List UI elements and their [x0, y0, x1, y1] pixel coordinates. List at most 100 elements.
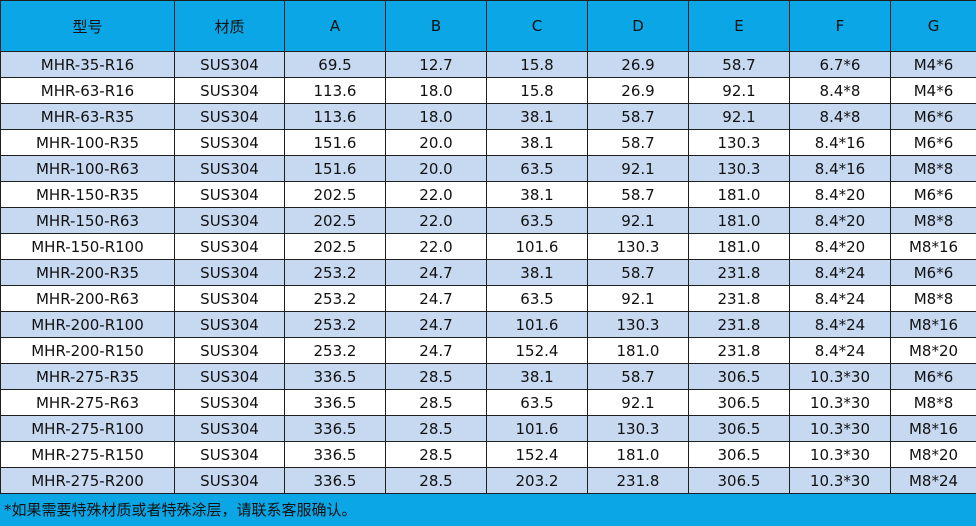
header-d: D — [587, 0, 689, 52]
cell-model: MHR-63-R16 — [0, 77, 175, 104]
cell-g: M8*8 — [890, 207, 976, 234]
cell-d: 231.8 — [587, 467, 689, 494]
cell-material: SUS304 — [174, 259, 285, 286]
cell-c: 152.4 — [486, 337, 588, 364]
cell-b: 22.0 — [385, 233, 487, 260]
cell-b: 24.7 — [385, 337, 487, 364]
footer-note: *如果需要特殊材质或者特殊涂层，请联系客服确认。 — [0, 494, 976, 526]
cell-e: 231.8 — [688, 337, 790, 364]
cell-c: 38.1 — [486, 259, 588, 286]
cell-d: 58.7 — [587, 181, 689, 208]
table-row: MHR-150-R35 SUS304 202.5 22.0 38.1 58.7 181.0 8… — [0, 181, 976, 208]
cell-d: 58.7 — [587, 259, 689, 286]
table-row: MHR-275-R35 SUS304 336.5 28.5 38.1 58.7 306.5 1… — [0, 363, 976, 390]
cell-g: M8*16 — [890, 311, 976, 338]
cell-material: SUS304 — [174, 389, 285, 416]
cell-model: MHR-150-R35 — [0, 181, 175, 208]
cell-f: 8.4*16 — [789, 129, 891, 156]
cell-f: 10.3*30 — [789, 389, 891, 416]
cell-b: 28.5 — [385, 441, 487, 468]
cell-f: 8.4*8 — [789, 103, 891, 130]
cell-d: 58.7 — [587, 363, 689, 390]
spec-table: 型号 材质 A B C D E F G MHR-35-R16 SUS304 69.5 12.7 15.8… — [0, 0, 976, 494]
table-row: MHR-200-R35 SUS304 253.2 24.7 38.1 58.7 231.8 8… — [0, 259, 976, 286]
cell-model: MHR-200-R35 — [0, 259, 175, 286]
cell-b: 28.5 — [385, 363, 487, 390]
table-header: 型号 材质 A B C D E F G — [0, 0, 976, 52]
cell-f: 10.3*30 — [789, 415, 891, 442]
table-row: MHR-200-R150 SUS304 253.2 24.7 152.4 181.0 231… — [0, 337, 976, 364]
cell-g: M4*6 — [890, 51, 976, 78]
cell-g: M6*6 — [890, 259, 976, 286]
cell-f: 8.4*8 — [789, 77, 891, 104]
header-material: 材质 — [174, 0, 285, 52]
cell-b: 24.7 — [385, 259, 487, 286]
cell-e: 181.0 — [688, 181, 790, 208]
cell-b: 24.7 — [385, 311, 487, 338]
table-row: MHR-200-R63 SUS304 253.2 24.7 63.5 92.1 231.8 8… — [0, 285, 976, 312]
cell-f: 6.7*6 — [789, 51, 891, 78]
cell-material: SUS304 — [174, 233, 285, 260]
cell-a: 202.5 — [284, 181, 386, 208]
cell-b: 20.0 — [385, 155, 487, 182]
cell-model: MHR-35-R16 — [0, 51, 175, 78]
table-row: MHR-35-R16 SUS304 69.5 12.7 15.8 26.9 58.7 6.7*… — [0, 51, 976, 78]
cell-d: 181.0 — [587, 337, 689, 364]
cell-material: SUS304 — [174, 337, 285, 364]
cell-g: M8*20 — [890, 441, 976, 468]
cell-g: M6*6 — [890, 181, 976, 208]
cell-c: 38.1 — [486, 181, 588, 208]
header-a: A — [284, 0, 386, 52]
cell-b: 24.7 — [385, 285, 487, 312]
cell-d: 58.7 — [587, 103, 689, 130]
cell-f: 8.4*20 — [789, 233, 891, 260]
cell-e: 58.7 — [688, 51, 790, 78]
cell-b: 28.5 — [385, 389, 487, 416]
cell-a: 253.2 — [284, 337, 386, 364]
cell-model: MHR-275-R150 — [0, 441, 175, 468]
cell-model: MHR-150-R100 — [0, 233, 175, 260]
cell-material: SUS304 — [174, 77, 285, 104]
cell-d: 58.7 — [587, 129, 689, 156]
cell-e: 231.8 — [688, 311, 790, 338]
cell-material: SUS304 — [174, 285, 285, 312]
cell-model: MHR-200-R150 — [0, 337, 175, 364]
cell-d: 92.1 — [587, 207, 689, 234]
cell-d: 92.1 — [587, 389, 689, 416]
cell-c: 38.1 — [486, 103, 588, 130]
table-row: MHR-275-R150 SUS304 336.5 28.5 152.4 181.0 306… — [0, 441, 976, 468]
cell-e: 306.5 — [688, 467, 790, 494]
cell-c: 203.2 — [486, 467, 588, 494]
cell-g: M8*8 — [890, 389, 976, 416]
cell-f: 8.4*20 — [789, 181, 891, 208]
cell-g: M8*24 — [890, 467, 976, 494]
cell-model: MHR-275-R100 — [0, 415, 175, 442]
cell-d: 130.3 — [587, 311, 689, 338]
cell-g: M8*16 — [890, 415, 976, 442]
cell-material: SUS304 — [174, 363, 285, 390]
cell-a: 202.5 — [284, 207, 386, 234]
cell-g: M6*6 — [890, 103, 976, 130]
cell-material: SUS304 — [174, 311, 285, 338]
cell-b: 12.7 — [385, 51, 487, 78]
cell-a: 151.6 — [284, 129, 386, 156]
cell-model: MHR-100-R35 — [0, 129, 175, 156]
cell-material: SUS304 — [174, 441, 285, 468]
header-f: F — [789, 0, 891, 52]
cell-e: 130.3 — [688, 155, 790, 182]
header-b: B — [385, 0, 487, 52]
cell-b: 22.0 — [385, 181, 487, 208]
table-row: MHR-275-R100 SUS304 336.5 28.5 101.6 130.3 306… — [0, 415, 976, 442]
cell-e: 181.0 — [688, 207, 790, 234]
header-e: E — [688, 0, 790, 52]
cell-a: 336.5 — [284, 467, 386, 494]
header-model: 型号 — [0, 0, 175, 52]
cell-a: 336.5 — [284, 363, 386, 390]
cell-material: SUS304 — [174, 181, 285, 208]
cell-b: 18.0 — [385, 103, 487, 130]
cell-e: 181.0 — [688, 233, 790, 260]
cell-b: 20.0 — [385, 129, 487, 156]
table-row: MHR-100-R35 SUS304 151.6 20.0 38.1 58.7 130.3 8… — [0, 129, 976, 156]
cell-material: SUS304 — [174, 103, 285, 130]
